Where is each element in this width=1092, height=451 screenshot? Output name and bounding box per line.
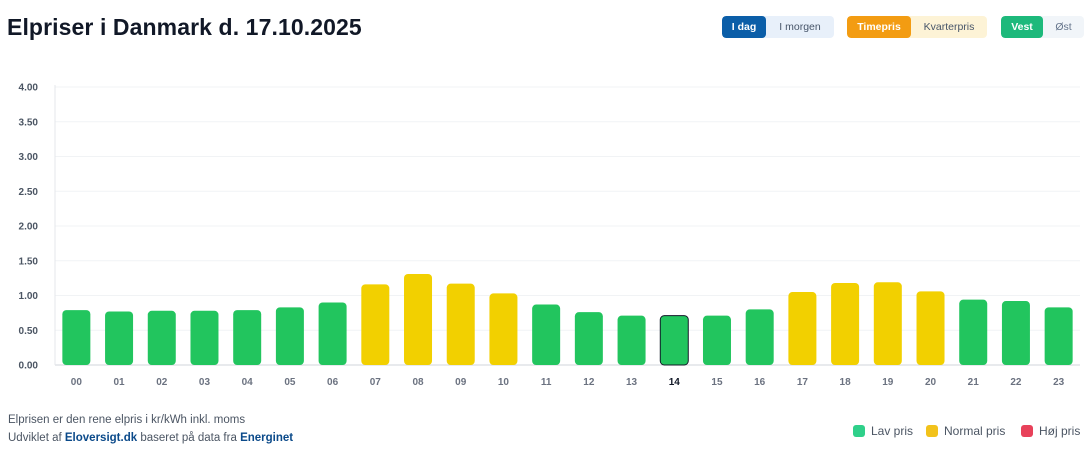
legend-normal-label: Normal pris [944, 424, 1006, 438]
price-bar-chart: 0.000.501.001.502.002.503.003.504.00 00 0… [19, 83, 1080, 388]
x-tick-label: 18 [840, 377, 852, 388]
quarter-price-button[interactable]: Kvarterpris [923, 21, 975, 33]
price-bar-05[interactable] [275, 307, 304, 365]
interval-toggle: Timepris Kvarterpris [847, 16, 987, 38]
price-bar-21[interactable] [959, 299, 988, 365]
price-bar-20[interactable] [916, 291, 945, 365]
x-tick-label: 19 [882, 377, 894, 388]
x-tick-label: 12 [583, 377, 595, 388]
x-tick-label: 16 [754, 377, 766, 388]
price-bar-03[interactable] [190, 310, 219, 365]
x-tick-label: 02 [156, 377, 168, 388]
region-toggle: Vest Øst [1001, 16, 1084, 38]
x-tick-label: 13 [626, 377, 638, 388]
price-bar-09[interactable] [446, 283, 475, 365]
x-tick-label: 05 [284, 377, 296, 388]
price-note: Elprisen er den rene elpris i kr/kWh ink… [8, 414, 246, 426]
bars [62, 273, 1073, 366]
x-tick-label: 08 [412, 377, 424, 388]
x-tick-label: 17 [797, 377, 809, 388]
price-bar-00[interactable] [62, 310, 91, 365]
credit-middle: baseret på data fra [140, 432, 237, 444]
price-bar-17[interactable] [788, 292, 817, 365]
price-bar-22[interactable] [1001, 301, 1030, 365]
x-tick-label: 21 [968, 377, 980, 388]
page-title: Elpriser i Danmark d. 17.10.2025 [7, 14, 362, 40]
y-tick-label: 3.50 [19, 117, 39, 128]
energinet-link[interactable]: Energinet [240, 432, 294, 444]
x-tick-label: 23 [1053, 377, 1065, 388]
low-price-swatch [853, 425, 865, 437]
price-bar-18[interactable] [831, 282, 860, 365]
price-bar-15[interactable] [702, 315, 731, 365]
hourly-price-button[interactable]: Timepris [847, 16, 911, 38]
y-tick-label: 4.00 [19, 83, 39, 94]
day-toggle: I dag I morgen [722, 16, 834, 38]
y-tick-label: 2.50 [19, 187, 39, 198]
x-tick-label: 11 [541, 377, 552, 388]
today-button[interactable]: I dag [722, 16, 766, 38]
price-bar-23[interactable] [1044, 307, 1073, 365]
x-tick-label: 03 [199, 377, 211, 388]
normal-price-swatch [926, 425, 938, 437]
x-tick-label: 06 [327, 377, 339, 388]
price-bar-07[interactable] [361, 284, 390, 365]
x-axis: 00 01 02 03 04 05 06 07 08 09 10 11 12 13 14 15 16 17 18 19… [71, 377, 1065, 388]
x-tick-label: 15 [711, 377, 723, 388]
price-bar-02[interactable] [147, 310, 176, 365]
legend-normal[interactable]: Normal pris [926, 424, 1005, 438]
x-tick-label: 20 [925, 377, 937, 388]
credit-line: Udviklet af Eloversigt.dk baseret på dat… [8, 432, 293, 444]
price-bar-16[interactable] [745, 309, 774, 365]
high-price-swatch [1021, 425, 1033, 437]
x-tick-label: 14 [669, 377, 681, 388]
x-tick-label: 04 [242, 377, 254, 388]
x-tick-label: 09 [455, 377, 467, 388]
y-tick-label: 0.00 [19, 361, 39, 372]
y-tick-label: 2.00 [19, 222, 39, 233]
y-tick-label: 1.50 [19, 256, 39, 267]
legend-low-label: Lav pris [871, 424, 914, 438]
y-tick-label: 0.50 [19, 326, 39, 337]
y-axis: 0.00 0.50 1.00 1.50 2.00 2.50 3.00 3.50 4.00 [19, 83, 39, 372]
price-bar-08[interactable] [404, 273, 433, 365]
eloversigt-link[interactable]: Eloversigt.dk [64, 432, 138, 444]
east-region-button[interactable]: Øst [1055, 21, 1072, 33]
x-tick-label: 00 [71, 377, 83, 388]
x-tick-label: 22 [1010, 377, 1022, 388]
chart-grid [54, 85, 1080, 366]
price-bar-12[interactable] [574, 312, 603, 365]
price-bar-11[interactable] [532, 304, 561, 365]
legend-high[interactable]: Høj pris [1021, 424, 1080, 438]
price-bar-10[interactable] [489, 293, 518, 365]
credit-prefix: Udviklet af [8, 432, 62, 444]
price-bar-13[interactable] [617, 315, 646, 365]
price-bar-06[interactable] [318, 302, 347, 365]
x-tick-label: 01 [114, 377, 126, 388]
y-tick-label: 3.00 [19, 152, 39, 163]
x-tick-label: 07 [370, 377, 382, 388]
price-bar-19[interactable] [873, 282, 902, 365]
tomorrow-button[interactable]: I morgen [779, 21, 821, 33]
price-bar-01[interactable] [105, 311, 134, 365]
price-bar-04[interactable] [233, 310, 262, 365]
y-tick-label: 1.00 [19, 291, 39, 302]
west-region-button[interactable]: Vest [1001, 16, 1043, 38]
legend-high-label: Høj pris [1039, 424, 1081, 438]
price-bar-14[interactable] [659, 315, 689, 366]
legend-low[interactable]: Lav pris [853, 424, 913, 438]
x-tick-label: 10 [498, 377, 510, 388]
